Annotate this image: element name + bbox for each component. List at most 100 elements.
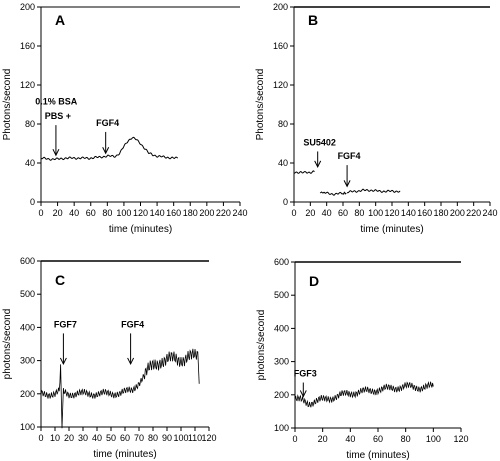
x-tick-label: 20 <box>64 433 74 443</box>
series-line <box>294 381 434 408</box>
y-tick-label: 120 <box>20 80 35 90</box>
y-tick-label: 120 <box>273 80 288 90</box>
y-tick-label: 600 <box>274 257 289 267</box>
panel-letter: A <box>55 12 65 28</box>
annotation-label: FGF4 <box>96 118 119 128</box>
y-tick-label: 100 <box>20 422 35 432</box>
x-tick-label: 0 <box>38 208 43 218</box>
x-tick-label: 100 <box>173 433 188 443</box>
y-tick-label: 40 <box>25 158 35 168</box>
panel-b: 0 20 40 60 80 100 120 140 160 180 200 220 2400408012… <box>255 2 498 235</box>
y-tick-label: 160 <box>273 41 288 51</box>
annotation-label: FGF3 <box>294 369 317 379</box>
y-tick-label: 80 <box>25 119 35 129</box>
annotation-label: SU5402 <box>303 137 336 147</box>
series-line <box>293 170 315 174</box>
x-tick-label: 0 <box>291 208 296 218</box>
x-tick-label: 110 <box>188 433 202 443</box>
y-tick-label: 200 <box>273 2 288 12</box>
x-tick-label: 160 <box>166 208 181 218</box>
y-tick-label: 400 <box>274 323 289 333</box>
panel-a: 0 20 40 60 80 100 120 140 160 180 200 220 2400408012… <box>2 2 248 235</box>
x-tick-label: 160 <box>417 208 432 218</box>
y-tick-label: 300 <box>20 356 35 366</box>
annotation-arrowhead <box>52 148 60 157</box>
x-tick-label: 60 <box>120 433 130 443</box>
x-tick-label: 0 <box>38 433 43 443</box>
annotation-arrowhead <box>299 390 307 398</box>
series-line <box>346 188 401 194</box>
y-tick-label: 0 <box>30 197 35 207</box>
x-tick-label: 240 <box>232 208 247 218</box>
series-line <box>40 348 200 429</box>
panel-letter: B <box>308 12 318 28</box>
x-tick-label: 80 <box>354 208 364 218</box>
annotation-label: FGF7 <box>54 319 77 329</box>
x-tick-label: 100 <box>116 208 131 218</box>
x-tick-label: 100 <box>426 434 441 444</box>
x-tick-label: 40 <box>322 208 332 218</box>
y-tick-label: 400 <box>20 322 35 332</box>
x-tick-label: 60 <box>86 208 96 218</box>
y-axis-label: photons/second <box>2 309 13 380</box>
panel-c: 0 10 20 30 40 50 60 70 80 90 100 110 120100200300400… <box>2 256 217 460</box>
x-tick-label: 120 <box>201 433 216 443</box>
y-tick-label: 80 <box>278 119 288 129</box>
x-tick-label: 120 <box>133 208 148 218</box>
y-tick-label: 40 <box>278 158 288 168</box>
annotation-label: PBS + <box>45 111 71 121</box>
y-axis-label: Photons/second <box>2 69 13 141</box>
y-axis-label: photons/second <box>256 310 267 381</box>
y-tick-label: 200 <box>274 390 289 400</box>
y-tick-label: 500 <box>20 289 35 299</box>
x-tick-label: 80 <box>401 434 411 444</box>
x-tick-label: 20 <box>318 434 328 444</box>
x-tick-label: 120 <box>453 434 468 444</box>
y-tick-label: 200 <box>20 2 35 12</box>
y-tick-label: 100 <box>274 423 289 433</box>
x-axis-label: time (minutes) <box>109 224 172 235</box>
x-tick-label: 10 <box>50 433 60 443</box>
y-tick-label: 600 <box>20 256 35 266</box>
y-tick-label: 300 <box>274 357 289 367</box>
x-tick-label: 140 <box>401 208 416 218</box>
x-tick-label: 60 <box>373 434 383 444</box>
x-tick-label: 180 <box>183 208 198 218</box>
x-tick-label: 20 <box>53 208 63 218</box>
annotation-arrowhead <box>314 160 322 169</box>
x-tick-label: 220 <box>216 208 231 218</box>
y-tick-label: 0 <box>283 197 288 207</box>
x-tick-label: 50 <box>106 433 116 443</box>
x-tick-label: 200 <box>199 208 214 218</box>
x-tick-label: 90 <box>162 433 172 443</box>
y-tick-label: 200 <box>20 389 35 399</box>
x-tick-label: 200 <box>450 208 465 218</box>
x-tick-label: 20 <box>305 208 315 218</box>
x-tick-label: 80 <box>148 433 158 443</box>
x-tick-label: 80 <box>102 208 112 218</box>
annotation-label: FGF4 <box>121 319 144 329</box>
x-tick-label: 220 <box>466 208 481 218</box>
x-tick-label: 40 <box>345 434 355 444</box>
x-tick-label: 30 <box>78 433 88 443</box>
x-tick-label: 120 <box>384 208 399 218</box>
x-axis-label: time (minutes) <box>360 224 423 235</box>
annotation-arrowhead <box>127 357 135 366</box>
x-tick-label: 180 <box>433 208 448 218</box>
x-tick-label: 240 <box>482 208 497 218</box>
annotation-label: FGF4 <box>338 151 361 161</box>
annotation-label: 0.1% BSA <box>35 97 78 107</box>
x-tick-label: 100 <box>368 208 383 218</box>
x-tick-label: 70 <box>134 433 144 443</box>
annotation-arrowhead <box>102 147 110 155</box>
x-axis-label: time (minutes) <box>93 449 156 460</box>
x-tick-label: 40 <box>69 208 79 218</box>
annotation-arrowhead <box>59 357 67 366</box>
x-axis-label: time (minutes) <box>346 450 409 461</box>
series-line <box>40 136 179 161</box>
x-tick-label: 40 <box>92 433 102 443</box>
x-tick-label: 140 <box>150 208 165 218</box>
annotation-arrowhead <box>343 180 351 188</box>
panel-letter: D <box>309 273 319 289</box>
